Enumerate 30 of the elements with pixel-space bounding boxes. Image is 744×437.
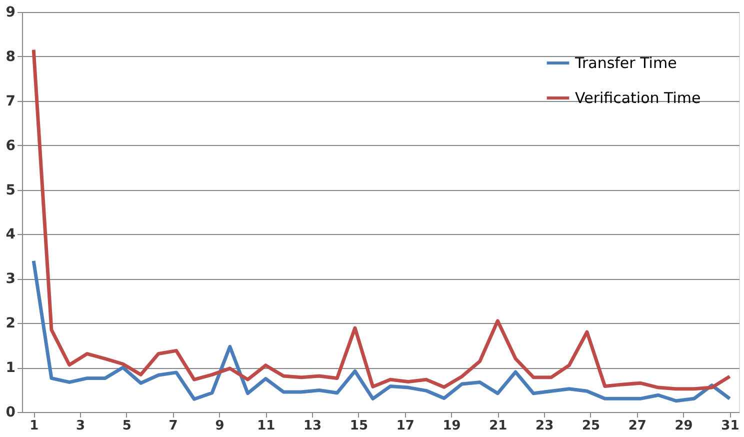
y-tick-label: 1 xyxy=(6,360,16,376)
line-series xyxy=(32,259,732,403)
y-tick-label: 3 xyxy=(6,271,16,288)
legend-label: Transfer Time xyxy=(574,54,677,72)
x-tick-label: 5 xyxy=(122,418,132,434)
x-tick-label: 7 xyxy=(168,418,178,434)
x-tick-label: 19 xyxy=(442,418,461,434)
x-tick-label: 27 xyxy=(628,418,646,434)
x-tick-label: 3 xyxy=(76,418,86,434)
y-tick-label: 6 xyxy=(6,138,16,154)
y-tick-label: 4 xyxy=(6,226,16,243)
x-tick-label: 1 xyxy=(30,418,39,434)
x-tick-label: 9 xyxy=(215,418,224,434)
y-tick-label: 9 xyxy=(6,4,16,20)
y-tick-label: 0 xyxy=(6,404,16,420)
x-tick-label: 21 xyxy=(489,418,508,434)
legend-label: Verification Time xyxy=(575,89,701,107)
y-tick-label: 7 xyxy=(6,93,16,110)
line-series xyxy=(32,48,732,391)
x-tick-label: 17 xyxy=(396,418,414,434)
x-tick-label: 23 xyxy=(536,418,554,434)
y-tick-label: 2 xyxy=(6,316,16,332)
x-tick-label: 13 xyxy=(304,418,322,434)
x-tick-label: 25 xyxy=(582,418,600,434)
y-tick-label: 8 xyxy=(6,48,16,65)
x-tick-label: 29 xyxy=(674,418,693,434)
y-tick-label: 5 xyxy=(6,182,16,198)
x-tick-label: 31 xyxy=(721,418,740,434)
x-tick-label: 11 xyxy=(257,418,276,434)
x-tick-label: 15 xyxy=(350,418,368,434)
